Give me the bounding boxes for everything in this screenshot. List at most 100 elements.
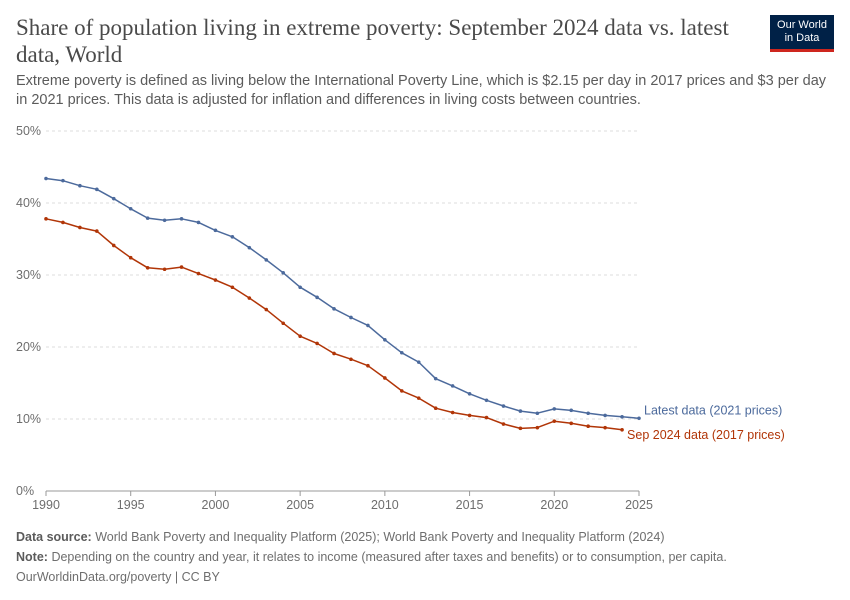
data-point [366, 323, 370, 328]
x-tick-label: 1995 [117, 498, 145, 512]
data-point [484, 398, 489, 403]
y-tick-label: 20% [16, 340, 41, 354]
data-point [620, 415, 624, 419]
data-point [61, 178, 65, 183]
data-point [281, 271, 286, 275]
series-line-1 [45, 177, 640, 420]
data-point [145, 216, 150, 220]
data-point [467, 413, 472, 418]
x-tick-label: 2005 [286, 498, 314, 512]
data-point [637, 416, 641, 421]
data-point [620, 428, 624, 432]
data-point [450, 384, 455, 388]
data-point [603, 425, 607, 430]
chart-subtitle: Extreme poverty is defined as living bel… [16, 73, 827, 108]
data-point [501, 404, 506, 408]
data-point [44, 176, 48, 181]
data-point [332, 351, 336, 356]
x-tick-label: 2000 [202, 498, 230, 512]
data-point [450, 410, 455, 415]
data-point [603, 413, 607, 418]
data-point [162, 267, 167, 272]
data-point [196, 271, 201, 276]
chart-note: Note: Depending on the country and year,… [16, 549, 727, 565]
data-point [366, 363, 370, 368]
data-point [95, 229, 99, 233]
series-label-1: Latest data (2021 prices) [644, 403, 782, 417]
data-point [400, 350, 404, 355]
x-tick-label: 2020 [540, 498, 568, 512]
data-point [230, 235, 235, 239]
logo-text-line2: in Data [784, 32, 820, 44]
data-point [213, 278, 218, 282]
data-point [569, 408, 574, 413]
data-point [484, 415, 489, 420]
data-point [179, 217, 184, 221]
y-tick-label: 50% [16, 124, 41, 138]
data-point [264, 258, 269, 262]
data-point [315, 295, 319, 300]
data-point [433, 376, 438, 381]
data-point [213, 228, 218, 233]
axis-layer: 0% 10% 20% 30% 40% 50% 1990 1995 2000 2005 2010 201… [16, 124, 653, 512]
data-source-text: World Bank Poverty and Inequality Platfo… [95, 530, 665, 544]
data-point [230, 285, 235, 290]
x-tick-label: 2010 [371, 498, 399, 512]
logo-text-line1: Our World [777, 19, 827, 31]
data-point [552, 419, 557, 423]
grid-layer [46, 130, 639, 420]
data-point [349, 315, 353, 320]
data-point [298, 334, 302, 339]
x-tick-label: 1990 [32, 498, 60, 512]
data-point [128, 255, 133, 260]
data-point [535, 411, 540, 416]
data-point [518, 426, 523, 431]
data-point [298, 285, 302, 290]
x-tick-label: 2015 [456, 498, 484, 512]
data-point [179, 265, 184, 269]
data-source-label: Data source: [16, 530, 92, 544]
owid-logo[interactable]: Our World in Data [770, 15, 834, 52]
data-point [128, 206, 133, 211]
series-label-2: Sep 2024 data (2017 prices) [627, 428, 785, 442]
data-point [281, 321, 286, 326]
data-point [247, 245, 252, 250]
logo-accent-bar [770, 49, 834, 52]
data-source: Data source: World Bank Poverty and Ineq… [16, 529, 664, 545]
data-point [383, 338, 387, 342]
data-point [569, 421, 574, 426]
data-point [264, 307, 269, 312]
data-point [433, 406, 438, 411]
data-point [332, 307, 336, 311]
data-point [467, 392, 472, 396]
data-point [315, 341, 319, 346]
y-tick-label: 40% [16, 196, 41, 210]
series-layer [44, 176, 641, 432]
data-point [501, 422, 506, 426]
data-point [78, 225, 82, 230]
series-line-2 [45, 218, 623, 431]
data-point [518, 409, 523, 413]
y-tick-label: 0% [16, 484, 34, 498]
data-point [111, 243, 116, 248]
y-tick-label: 30% [16, 268, 41, 282]
data-point [383, 376, 387, 380]
data-point [552, 407, 557, 411]
chart-title: Share of population living in extreme po… [16, 15, 729, 67]
data-point [400, 389, 404, 393]
data-point [162, 218, 167, 223]
data-point [111, 196, 116, 201]
data-point [61, 220, 65, 225]
data-point [416, 396, 421, 400]
data-point [247, 296, 252, 300]
data-point [145, 266, 150, 270]
data-point [349, 357, 353, 362]
credit-link[interactable]: OurWorldinData.org/poverty | CC BY [16, 570, 220, 584]
data-point [535, 425, 540, 430]
label-layer: Latest data (2021 prices) Sep 2024 data (… [627, 403, 785, 442]
data-point [416, 360, 421, 364]
note-label: Note: [16, 550, 48, 564]
data-point [95, 187, 99, 192]
data-point [78, 183, 82, 188]
